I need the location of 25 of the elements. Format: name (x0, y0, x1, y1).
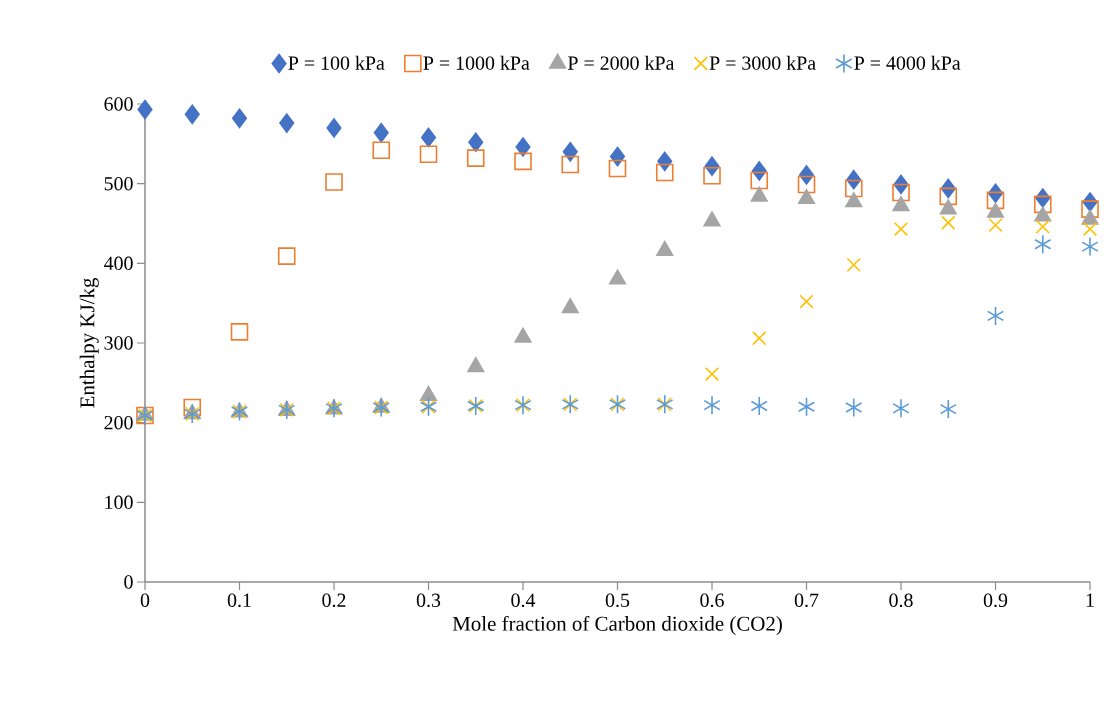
legend-label: P = 100 kPa (288, 55, 385, 70)
x-tick-label: 1 (1086, 593, 1094, 607)
y-tick-label: 200 (104, 415, 133, 430)
x-tick-label: 0.2 (322, 593, 346, 608)
x-tick-label: 0.7 (794, 593, 819, 608)
x-tick-label: 0.3 (416, 593, 441, 608)
x-axis-title: Mole fraction of Carbon dioxide (CO2) (452, 615, 782, 636)
legend-label: P = 3000 kPa (709, 55, 816, 70)
y-tick-label: 100 (105, 495, 133, 510)
y-tick-label: 500 (104, 176, 133, 191)
x-tick-label: 0.9 (983, 593, 1008, 608)
legend-label: P = 4000 kPa (854, 55, 961, 70)
y-tick-label: 300 (104, 336, 133, 350)
y-tick-label: 0 (124, 575, 133, 589)
y-tick-label: 600 (104, 97, 133, 111)
legend-label: P = 1000 kPa (423, 55, 530, 70)
y-tick-label: 400 (103, 256, 133, 271)
x-tick-label: 0.4 (511, 593, 536, 608)
x-tick-label: 0.1 (227, 593, 251, 608)
x-tick-label: 0.8 (889, 593, 913, 608)
x-tick-label: 0.6 (700, 593, 724, 608)
x-tick-label: 0 (140, 593, 150, 607)
legend-label: P = 2000 kPa (567, 55, 675, 70)
x-tick-label: 0.5 (605, 593, 630, 608)
y-axis-title: Enthalpy KJ/kg (79, 278, 99, 408)
